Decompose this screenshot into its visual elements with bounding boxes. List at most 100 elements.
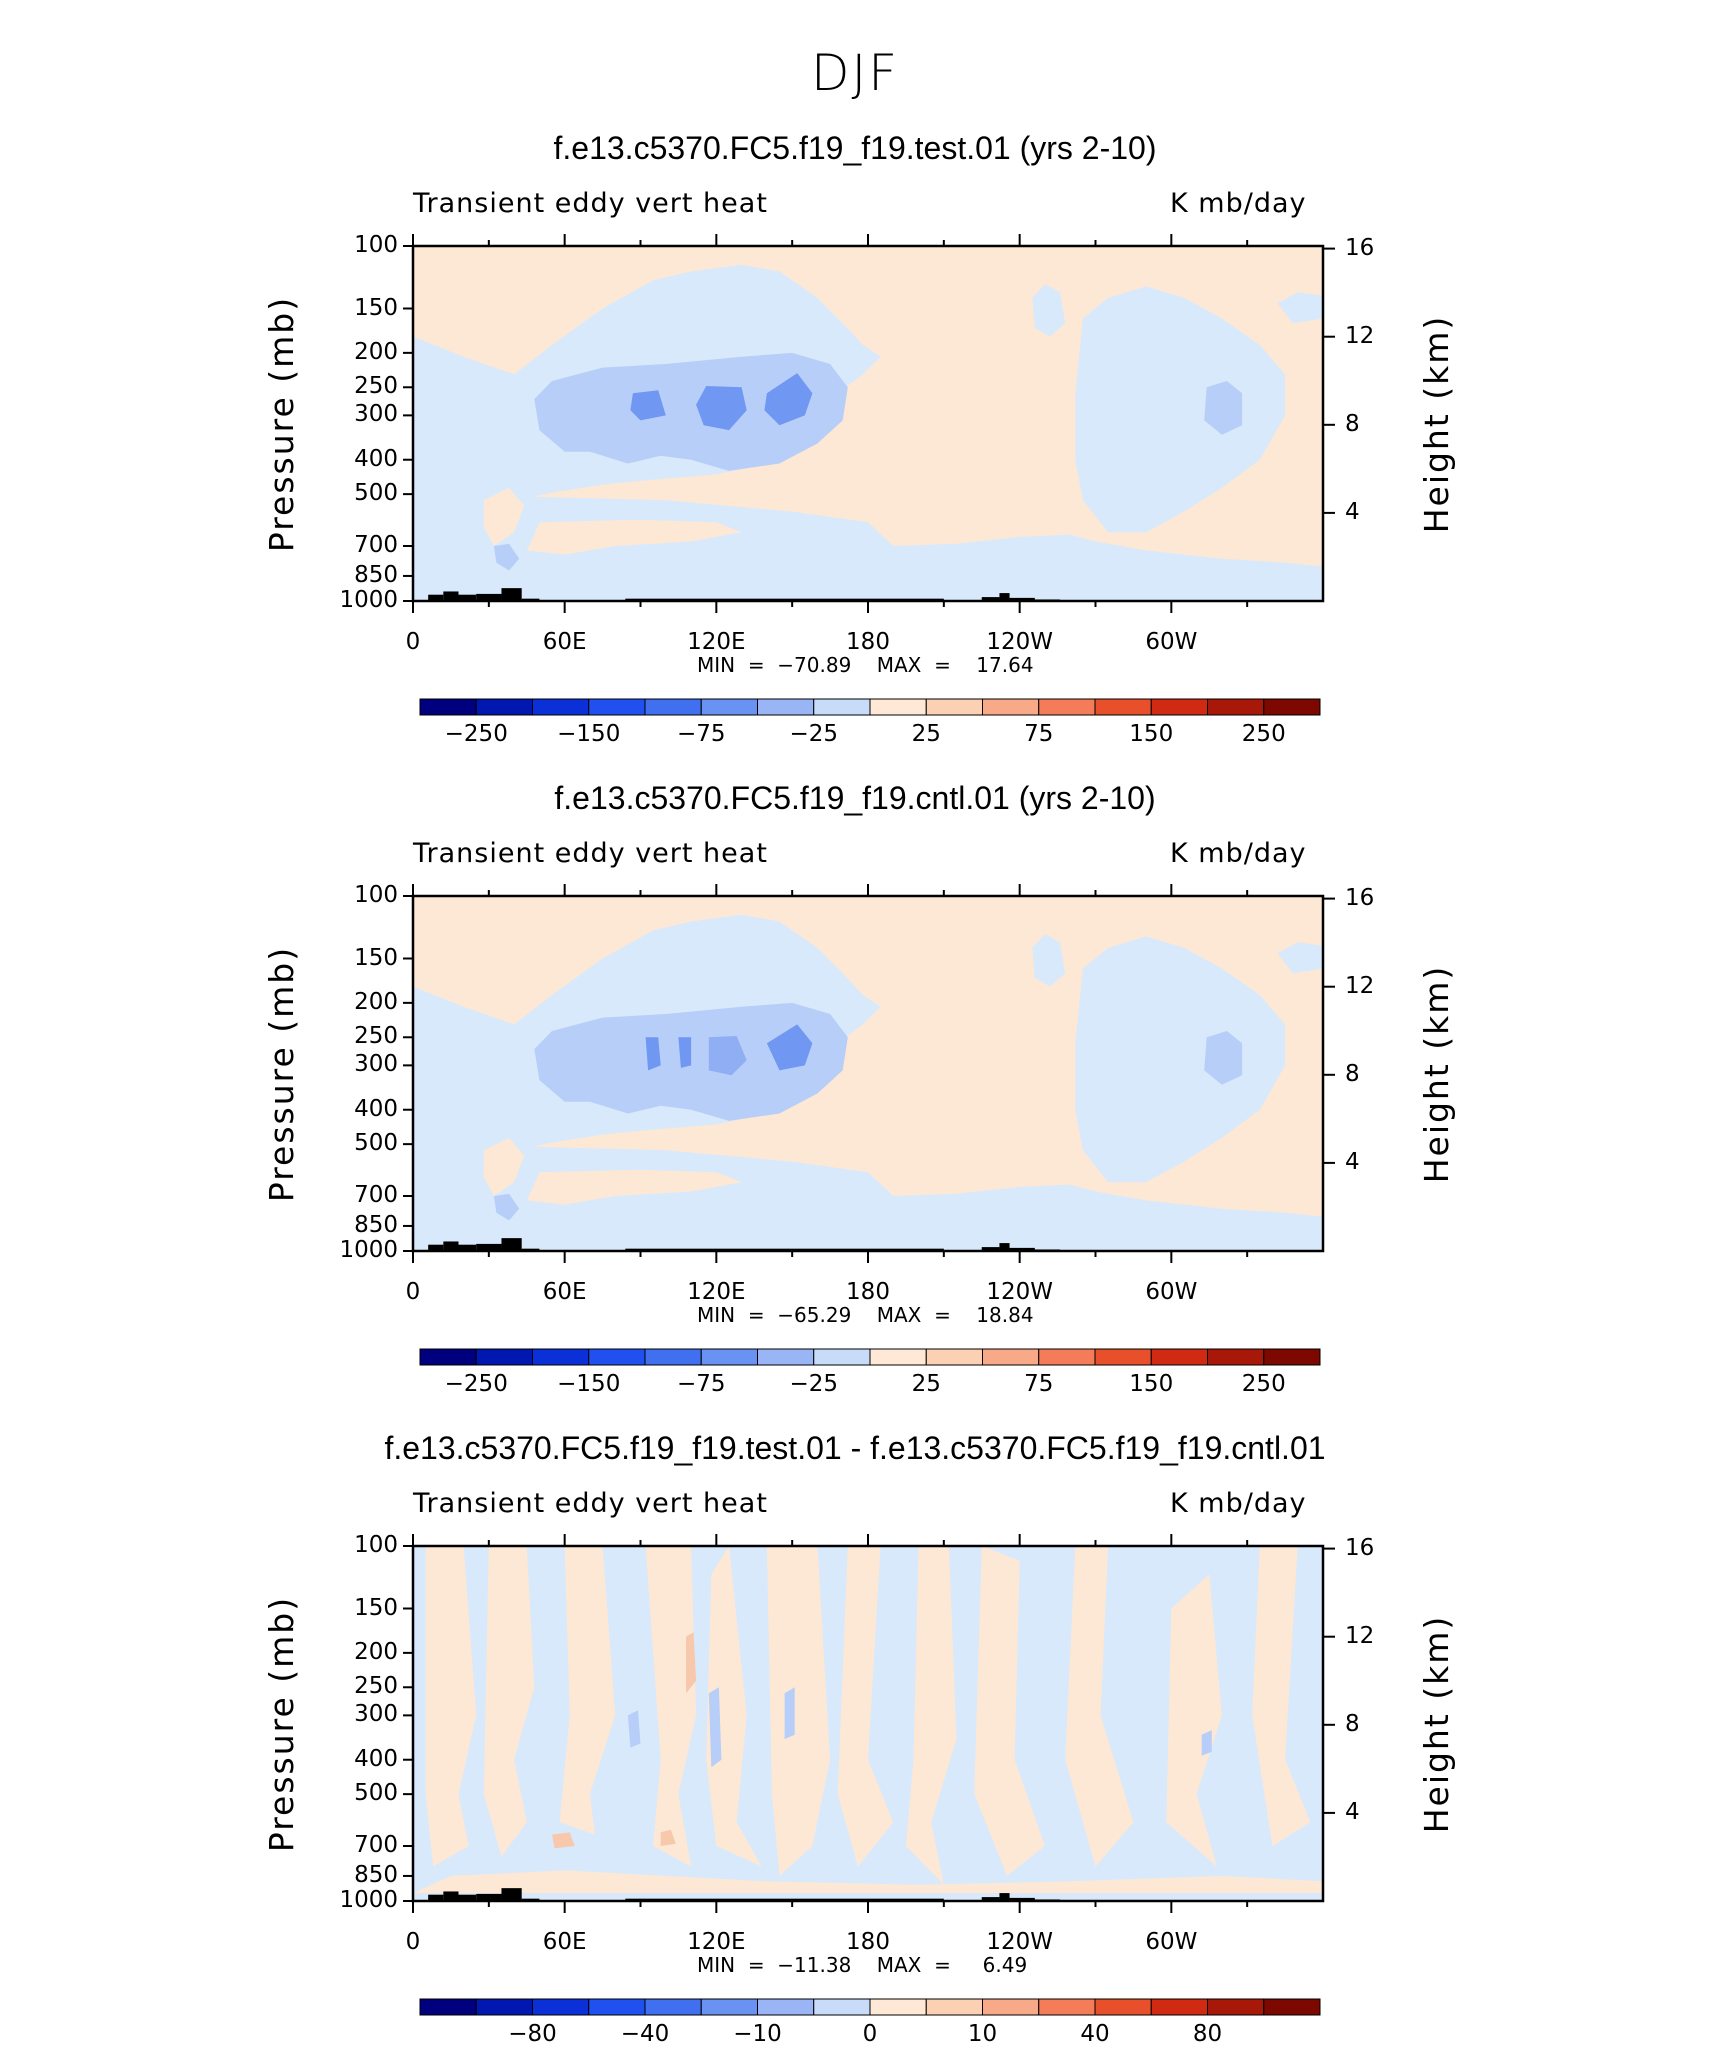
colorbar-box [1263,1348,1321,1366]
panel-title: f.e13.c5370.FC5.f19_f19.cntl.01 (yrs 2-1… [554,780,1156,816]
topography-bar [428,1244,444,1251]
colorbar-label: −250 [444,1371,508,1397]
topography-bar [1009,1897,1035,1901]
positive-strip-2 [483,1546,535,1857]
y2-tick-label: 16 [1345,884,1375,911]
y-tick-label: 150 [354,944,398,971]
colorbar-box [1038,1998,1096,2016]
low-core [493,1193,520,1221]
colorbar-box [757,1998,815,2016]
colorbar-label: 75 [1024,1371,1054,1397]
y-tick-label: 500 [354,1130,398,1157]
x-tick-label: 120W [986,629,1053,655]
positive-strip-6 [766,1546,831,1876]
small-negative-patch [1032,284,1066,337]
colorbar-box [1094,1998,1152,2016]
colorbar-box [869,1998,927,2016]
units-label: K mb/day [1170,188,1307,219]
colorbar-box [1207,1998,1265,2016]
colorbar-box [925,1998,983,2016]
y-tick-label: 250 [354,373,398,400]
variable-label: Transient eddy vert heat [413,1488,768,1519]
edge-negative-patch [1277,942,1323,974]
colorbar-label: −250 [444,721,508,747]
colorbar-label: 80 [1192,2021,1223,2047]
x-tick-label: 0 [405,1929,421,1955]
colorbar-label: −25 [789,721,839,747]
y2-tick-label: 8 [1345,1060,1360,1087]
topography-bar [1009,1247,1035,1251]
topography-bar [501,1238,522,1251]
strong-core-3 [708,1036,747,1076]
variable-label: Transient eddy vert heat [413,188,768,219]
colorbar-box [588,1998,646,2016]
y-tick-label: 100 [354,1532,398,1558]
y-axis-label: Pressure (mb) [262,1595,301,1852]
y2-tick-label: 16 [1345,1534,1375,1561]
y2-tick-label: 8 [1345,1710,1360,1737]
strong-core-1 [630,390,666,421]
topography-bar [501,588,522,601]
y-tick-label: 400 [354,1745,398,1772]
x-tick-label: 180 [846,629,890,655]
atlantic-core [1204,381,1243,435]
atlantic-core [1204,1031,1243,1085]
colorbar-label: −150 [557,1371,621,1397]
colorbar-box [475,1998,533,2016]
negative-anomaly-4 [1201,1730,1212,1756]
contour-field [413,246,1323,601]
y2-axis-label: Height (km) [1417,1614,1456,1833]
variable-label: Transient eddy vert heat [413,838,768,869]
min-max-label: MIN = −11.38 MAX = 6.49 [697,1953,1028,1977]
colorbar-box [700,1998,758,2016]
x-tick-label: 120E [687,629,746,655]
y-tick-label: 150 [354,1594,398,1621]
x-tick-label: 120E [687,1279,746,1305]
x-tick-label: 60E [542,629,587,655]
y-tick-label: 200 [354,338,398,365]
colorbar-label: −80 [508,2021,557,2047]
topography-bar [476,1243,502,1251]
topography-bar [501,1888,522,1901]
positive-strip-1 [425,1546,477,1867]
positive-strip-3 [559,1546,616,1835]
colorbar-box [419,1998,477,2016]
y-tick-label: 850 [354,1861,398,1888]
topography-bar [443,1891,459,1901]
positive-strip-4 [645,1546,697,1867]
y-tick-label: 500 [354,480,398,507]
units-label: K mb/day [1170,838,1307,869]
colorbar-label: 0 [862,2021,878,2047]
topography-bar [999,1893,1010,1901]
x-tick-label: 180 [846,1279,890,1305]
topography-bar [428,594,444,601]
strong-core-2 [696,386,747,431]
colorbar-label: 150 [1129,1371,1174,1397]
panel-title: f.e13.c5370.FC5.f19_f19.test.01 - f.e13.… [384,1430,1326,1466]
colorbar-label: −40 [620,2021,670,2047]
positive-inlay-low [526,1169,742,1205]
atlantic-negative-tower [1075,286,1286,533]
x-tick-label: 120W [986,1279,1053,1305]
colorbar-box [1150,1998,1208,2016]
units-label: K mb/day [1170,1488,1307,1519]
positive-inlay [483,1137,525,1196]
y-tick-label: 100 [354,232,398,258]
y-tick-label: 700 [354,532,398,558]
topography-bar [428,1894,444,1901]
strong-core-4 [766,1024,813,1071]
y-tick-label: 500 [354,1780,398,1807]
colorbar-label: 40 [1080,2021,1110,2047]
negative-core [534,352,848,471]
y-tick-label: 400 [354,445,398,472]
small-negative-patch [1032,934,1066,987]
colorbar-box [1263,1998,1321,2016]
positive-anomaly-2 [552,1832,575,1849]
positive-strip-11 [1166,1574,1222,1867]
y-tick-label: 250 [354,1023,398,1050]
y-tick-label: 1000 [339,587,398,613]
x-tick-label: 180 [846,1929,890,1955]
topography-bar [458,594,477,601]
colorbar-label: 75 [1024,721,1054,747]
colorbar-label: 25 [911,721,941,747]
